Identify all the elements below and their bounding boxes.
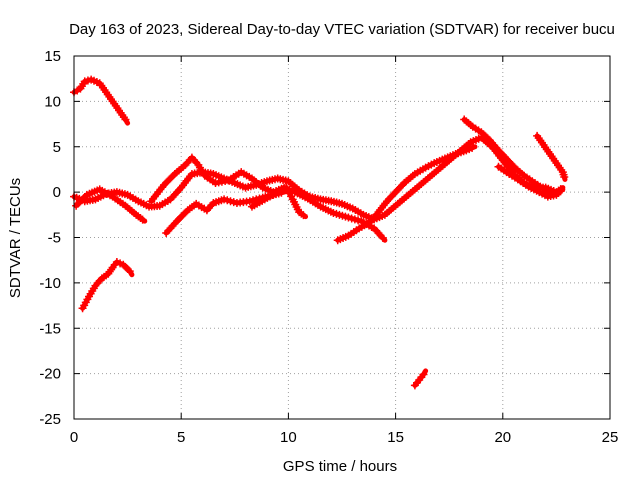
series-arc-10	[460, 115, 557, 198]
data-point	[419, 370, 428, 379]
x-tick-label: 10	[280, 429, 297, 446]
tick-layer: 0 5 10 15 20 25 -25 -20 -15 -10 -5 0 5 10 15	[39, 48, 618, 446]
y-tick-label: -25	[39, 411, 61, 428]
series-arc-2	[78, 258, 135, 313]
y-tick-label: 0	[53, 184, 61, 201]
y-tick-label: -15	[39, 320, 61, 337]
y-tick-label: 5	[53, 139, 61, 156]
data-point	[560, 173, 569, 181]
data-point	[468, 143, 477, 152]
chart-title: Day 163 of 2023, Sidereal Day-to-day VTE…	[69, 21, 615, 38]
series-arc-11	[533, 131, 569, 182]
x-tick-label: 20	[494, 429, 511, 446]
series-arc-4	[72, 185, 148, 224]
x-axis-label: GPS time / hours	[283, 458, 397, 475]
data-point	[125, 267, 134, 276]
series-arc-7	[247, 183, 309, 220]
x-tick-label: 25	[602, 429, 619, 446]
x-tick-label: 5	[177, 429, 185, 446]
data-point	[556, 187, 565, 196]
y-tick-label: -5	[48, 230, 61, 247]
series-arc-5	[147, 153, 388, 243]
y-tick-label: 15	[44, 48, 61, 65]
data-layer	[70, 75, 569, 390]
series-arc-9	[410, 368, 429, 390]
data-point	[378, 233, 387, 242]
series-arc-8	[333, 143, 478, 245]
y-tick-label: -20	[39, 366, 61, 383]
series-arc-3	[70, 133, 566, 224]
series-arc-12	[494, 162, 566, 201]
x-tick-label: 15	[387, 429, 404, 446]
y-tick-label: -10	[39, 275, 61, 292]
data-point	[299, 211, 308, 220]
series-arc-1	[70, 75, 131, 126]
data-point	[121, 115, 130, 124]
x-tick-label: 0	[70, 429, 78, 446]
data-point	[138, 215, 147, 224]
y-axis-label: SDTVAR / TECUs	[7, 178, 24, 298]
y-tick-label: 10	[44, 93, 61, 110]
